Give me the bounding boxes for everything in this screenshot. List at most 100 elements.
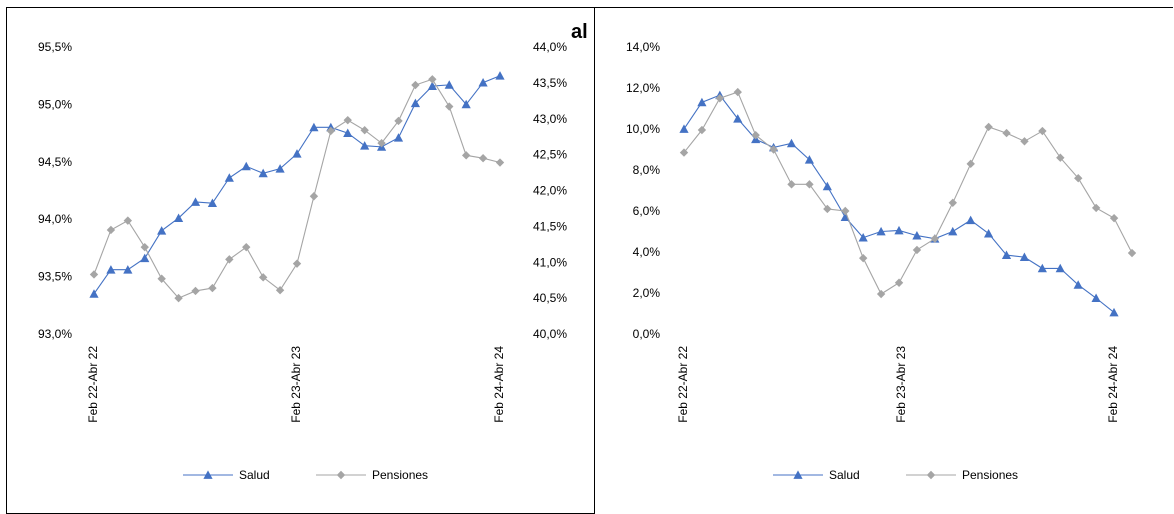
chart2-salud-point-15 <box>948 226 958 236</box>
chart2-pensiones-point-0 <box>679 148 689 157</box>
chart2-salud-point-17 <box>983 228 994 238</box>
chart1-pensiones-point-11 <box>275 286 285 295</box>
chart2-salud-point-1 <box>697 97 707 107</box>
chart2-pensiones-point-23 <box>1091 203 1101 213</box>
chart1-pensiones-point-1 <box>106 225 116 235</box>
chart1-salud-point-7 <box>207 198 218 208</box>
chart2-pensiones-point-24 <box>1109 213 1119 223</box>
chart1-pensiones-point-15 <box>343 115 352 125</box>
chart1-y-left-tick-4: 95,0% <box>38 97 72 111</box>
chart1-pensiones-point-8 <box>225 255 234 264</box>
chart1-y-right-tick-1: 40,5% <box>533 291 567 305</box>
chart2-legend-marker-0 <box>793 470 803 479</box>
chart2-pensiones-point-7 <box>805 180 814 189</box>
chart1-pensiones-point-5 <box>174 293 183 303</box>
chart1-y-right-tick-7: 43,5% <box>533 76 567 90</box>
chart2-salud-point-16 <box>966 215 976 225</box>
chart2-salud-point-11 <box>876 226 886 236</box>
chart2-pensiones-point-10 <box>859 253 868 263</box>
chart2-pensiones-point-13 <box>912 245 922 255</box>
chart1-salud-point-16 <box>360 141 370 150</box>
left-panel-frame <box>6 7 595 514</box>
chart2-pensiones-point-22 <box>1074 174 1083 183</box>
chart1-pensiones-point-13 <box>309 192 319 201</box>
chart2-salud-point-20 <box>1037 263 1047 273</box>
chart2-salud-point-7 <box>804 155 815 164</box>
chart2-pensiones-point-12 <box>894 278 904 287</box>
chart2-x-tick-1: Feb 23-Abr 23 <box>894 346 908 423</box>
chart1-salud-point-9 <box>241 161 251 171</box>
chart2-y-tick-6: 12,0% <box>626 81 660 95</box>
chart2-pensiones-point-18 <box>1002 128 1011 138</box>
chart2-pensiones-point-15 <box>948 198 957 207</box>
chart1-y-left-tick-5: 95,5% <box>38 40 72 54</box>
chart1-pensiones-point-21 <box>445 102 454 111</box>
chart2-y-tick-0: 0,0% <box>633 327 661 341</box>
chart1-salud-point-2 <box>123 265 133 274</box>
chart2-pensiones-line <box>683 91 1133 295</box>
chart2-salud-point-18 <box>1001 250 1012 259</box>
chart2-pensiones-point-14 <box>930 234 940 243</box>
chart1-pensiones-point-17 <box>377 138 386 148</box>
chart1-pensiones-point-3 <box>140 242 149 252</box>
chart2-pensiones-point-2 <box>715 94 725 103</box>
chart2-pensiones-point-3 <box>733 87 742 97</box>
chart1-pensiones-point-0 <box>89 270 99 279</box>
chart1-y-right-tick-0: 40,0% <box>533 327 567 341</box>
chart2-pensiones-point-21 <box>1056 153 1065 162</box>
chart1-pensiones-point-19 <box>411 80 420 90</box>
chart1-legend-marker-0 <box>203 470 213 479</box>
chart1-pensiones-point-14 <box>326 126 336 136</box>
chart2-y-tick-4: 8,0% <box>633 163 661 177</box>
chart1-y-right-tick-4: 42,0% <box>533 184 567 198</box>
chart2-y-tick-3: 6,0% <box>633 204 661 218</box>
chart2-y-tick-5: 10,0% <box>626 122 660 136</box>
chart1-salud-point-19 <box>410 98 421 108</box>
chart1-legend-label-1: Pensiones <box>372 468 428 482</box>
chart1-salud-point-22 <box>461 99 471 109</box>
chart1-salud-point-20 <box>427 81 437 90</box>
chart2-legend-marker-1 <box>926 470 936 480</box>
chart2-y-tick-7: 14,0% <box>626 40 660 54</box>
chart1-x-tick-2: Feb 24-Abr 24 <box>492 346 506 423</box>
chart2-x-tick-0: Feb 22-Abr 22 <box>676 346 690 423</box>
chart2-x-tick-2: Feb 24-Abr 24 <box>1106 346 1120 423</box>
chart1-pensiones-point-24 <box>495 158 505 167</box>
chart1-salud-point-15 <box>343 128 353 138</box>
chart1-y-left-tick-1: 93,5% <box>38 270 72 284</box>
chart1-y-right-tick-3: 41,5% <box>533 219 567 233</box>
chart2-pensiones-point-19 <box>1020 137 1029 146</box>
chart1-x-tick-1: Feb 23-Abr 23 <box>289 346 303 423</box>
chart2-pensiones-point-8 <box>823 204 832 214</box>
chart2-y-tick-1: 2,0% <box>633 286 661 300</box>
chart2-legend-label-0: Salud <box>829 468 860 482</box>
chart2-pensiones-point-1 <box>697 125 707 135</box>
chart2-salud-point-12 <box>894 225 904 235</box>
chart2-salud-point-23 <box>1091 293 1101 303</box>
chart1-salud-point-1 <box>106 265 116 274</box>
chart1-y-right-tick-8: 44,0% <box>533 40 567 54</box>
chart1-salud-point-4 <box>157 226 167 235</box>
chart1-y-right-tick-2: 41,0% <box>533 255 567 269</box>
chart2-salud-point-13 <box>912 231 922 240</box>
chart1-salud-point-10 <box>258 168 268 178</box>
chart1-salud-point-11 <box>275 164 285 173</box>
chart2-pensiones-point-11 <box>876 289 886 299</box>
chart1-pensiones-point-12 <box>292 259 302 268</box>
chart1-pensiones-point-4 <box>157 274 166 283</box>
chart2-pensiones-point-20 <box>1038 126 1047 136</box>
chart1-y-left-tick-2: 94,0% <box>38 212 72 226</box>
chart2-pensiones-point-9 <box>841 206 850 216</box>
chart1-pensiones-point-23 <box>478 154 488 163</box>
chart2-pensiones-point-5 <box>769 145 778 154</box>
chart1-y-right-tick-5: 42,5% <box>533 148 567 162</box>
chart2-pensiones-point-6 <box>787 180 796 189</box>
chart2-salud-point-0 <box>679 124 689 133</box>
chart1-pensiones-point-22 <box>461 151 471 160</box>
chart1-salud-point-23 <box>478 77 488 87</box>
chart1-pensiones-point-16 <box>360 126 369 135</box>
chart1-salud-point-13 <box>309 122 319 132</box>
chart1-pensiones-point-20 <box>428 75 437 84</box>
chart2-salud-point-9 <box>840 212 850 222</box>
